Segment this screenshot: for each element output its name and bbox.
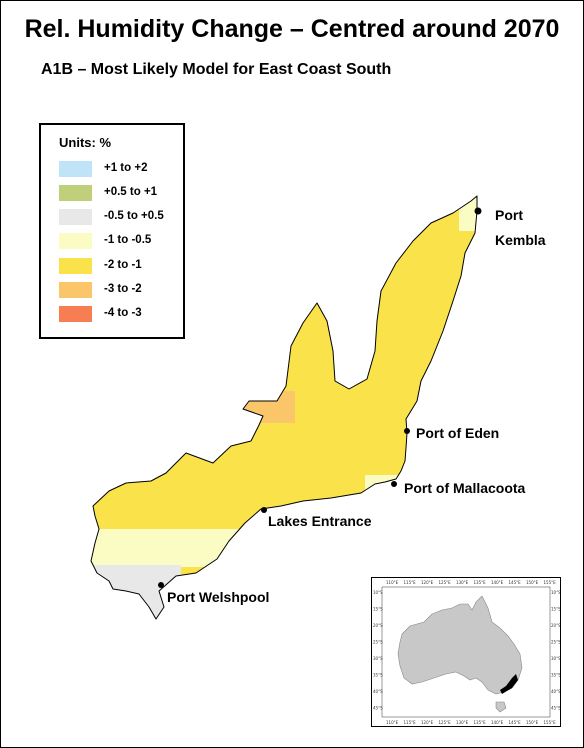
study-region-highlight xyxy=(500,674,518,694)
map-title: Rel. Humidity Change – Centred around 20… xyxy=(24,15,560,43)
legend-swatch xyxy=(59,161,92,177)
inset-latitude-tick: 20°S xyxy=(373,623,383,628)
inset-longitude-tick: 115°E xyxy=(404,580,417,585)
legend-item: +0.5 to +1 xyxy=(59,185,184,201)
inset-latitude-tick: 25°S xyxy=(551,640,560,645)
australia-locator-inset: 110°E 110°E 115°E 115°E 120°E 120°E 125°E 125°E… xyxy=(371,577,561,727)
inset-latitude-tick: 20°S xyxy=(551,623,560,628)
legend-item: -3 to -2 xyxy=(59,282,184,298)
inset-longitude-tick: 120°E xyxy=(421,720,434,725)
zone-minus1-minus05-south xyxy=(91,529,251,567)
inset-latitude-tick: 40°S xyxy=(551,689,560,694)
locator-map: 110°E 110°E 115°E 115°E 120°E 120°E 125°E 125°E… xyxy=(373,580,561,725)
inset-longitude-tick: 125°E xyxy=(439,580,452,585)
legend-label: -4 to -3 xyxy=(104,307,142,319)
inset-latitude-tick: 10°S xyxy=(373,590,383,595)
inset-longitude-tick: 155°E xyxy=(544,720,557,725)
legend-swatch xyxy=(59,282,92,298)
legend-swatch xyxy=(59,233,92,249)
inset-longitude-tick: 115°E xyxy=(404,720,417,725)
port-kembla-label-1: Port xyxy=(495,207,523,223)
inset-longitude-tick: 145°E xyxy=(509,720,522,725)
inset-longitude-tick: 110°E xyxy=(386,720,399,725)
inset-longitude-tick: 140°E xyxy=(491,580,504,585)
port-of-eden-label: Port of Eden xyxy=(416,425,499,441)
inset-longitude-tick: 145°E xyxy=(509,580,522,585)
port-welshpool-label: Port Welshpool xyxy=(167,589,269,605)
legend-title: Units: % xyxy=(59,135,111,150)
region-outline xyxy=(90,195,478,620)
inset-latitude-tick: 10°S xyxy=(551,590,560,595)
inset-longitude-tick: 125°E xyxy=(439,720,452,725)
lakes-entrance-label: Lakes Entrance xyxy=(268,513,372,529)
legend-item: +1 to +2 xyxy=(59,161,184,177)
legend-swatch xyxy=(59,209,92,225)
port-of-eden-marker[interactable] xyxy=(404,428,410,434)
legend-swatch xyxy=(59,306,92,322)
inset-latitude-tick: 15°S xyxy=(551,607,560,612)
inset-longitude-tick: 150°E xyxy=(526,720,539,725)
lakes-entrance-marker[interactable] xyxy=(261,507,267,513)
legend-label: +0.5 to +1 xyxy=(104,186,158,198)
legend: Units: % +1 to +2 +0.5 to +1 -0.5 to +0.… xyxy=(39,123,185,339)
tasmania xyxy=(495,701,507,713)
inset-longitude-tick: 110°E xyxy=(386,580,399,585)
legend-label: +1 to +2 xyxy=(104,162,148,174)
inset-latitude-tick: 30°S xyxy=(551,656,560,661)
legend-label: -0.5 to +0.5 xyxy=(104,210,164,222)
inset-latitude-tick: 40°S xyxy=(373,689,383,694)
port-of-mallacoota-label: Port of Mallacoota xyxy=(404,480,526,496)
inset-latitude-tick: 30°S xyxy=(373,656,383,661)
port-welshpool-marker[interactable] xyxy=(158,582,164,588)
map-subtitle: A1B – Most Likely Model for East Coast S… xyxy=(41,61,392,78)
legend-label: -3 to -2 xyxy=(104,283,142,295)
zone-minus3-minus2 xyxy=(231,391,295,423)
inset-latitude-tick: 45°S xyxy=(373,706,383,711)
port-kembla-marker[interactable] xyxy=(474,207,482,215)
inset-longitude-tick: 135°E xyxy=(474,580,487,585)
inset-longitude-tick: 130°E xyxy=(456,720,469,725)
inset-longitude-tick: 155°E xyxy=(544,580,557,585)
inset-longitude-tick: 135°E xyxy=(474,720,487,725)
legend-item: -4 to -3 xyxy=(59,306,184,322)
port-of-mallacoota-marker[interactable] xyxy=(391,481,397,487)
inset-latitude-tick: 35°S xyxy=(551,673,560,678)
legend-swatch xyxy=(59,258,92,274)
zone-minus05-plus05 xyxy=(91,565,181,619)
inset-latitude-tick: 15°S xyxy=(373,607,383,612)
inset-graticule: 110°E 110°E 115°E 115°E 120°E 120°E 125°E 125°E… xyxy=(373,580,561,725)
port-kembla-label-2: Kembla xyxy=(495,232,546,248)
inset-longitude-tick: 150°E xyxy=(526,580,539,585)
legend-label: -2 to -1 xyxy=(104,259,142,271)
legend-item: -1 to -0.5 xyxy=(59,233,184,249)
inset-latitude-tick: 35°S xyxy=(373,673,383,678)
inset-longitude-tick: 120°E xyxy=(421,580,434,585)
inset-latitude-tick: 25°S xyxy=(373,640,383,645)
inset-longitude-tick: 140°E xyxy=(491,720,504,725)
legend-label: -1 to -0.5 xyxy=(104,234,152,246)
zone-minus1-minus05-kembla xyxy=(459,196,477,231)
legend-item: -2 to -1 xyxy=(59,258,184,274)
inset-longitude-tick: 130°E xyxy=(456,580,469,585)
zone-minus1-minus05-mallacoota xyxy=(365,475,405,505)
legend-item: -0.5 to +0.5 xyxy=(59,209,184,225)
inset-latitude-tick: 45°S xyxy=(551,706,560,711)
legend-swatch xyxy=(59,185,92,201)
